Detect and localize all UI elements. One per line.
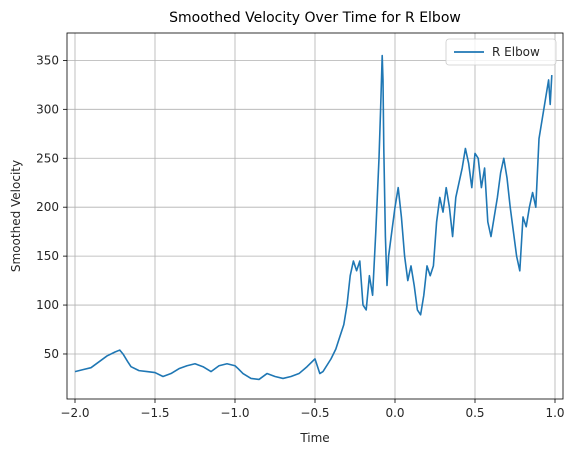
y-tick-label: 350 <box>36 53 59 67</box>
y-tick-label: 50 <box>44 347 59 361</box>
y-axis-label: Smoothed Velocity <box>9 160 23 272</box>
series-layer <box>74 54 553 381</box>
x-tick-label: −1.0 <box>220 406 249 420</box>
y-tick-label: 150 <box>36 249 59 263</box>
y-tick-label: 100 <box>36 298 59 312</box>
x-tick-label: −0.5 <box>300 406 329 420</box>
y-axis-ticks: 50 100 150 200 250 300 350 <box>36 53 67 361</box>
x-tick-label: 0.5 <box>465 406 484 420</box>
grid <box>67 33 563 399</box>
y-tick-label: 200 <box>36 200 59 214</box>
x-axis-ticks: −2.0 −1.5 −1.0 −0.5 0.0 0.5 1.0 <box>60 399 565 420</box>
y-tick-label: 300 <box>36 102 59 116</box>
x-tick-label: 0.0 <box>385 406 404 420</box>
x-axis-label: Time <box>299 431 329 445</box>
chart-title: Smoothed Velocity Over Time for R Elbow <box>169 10 461 26</box>
legend-box <box>445 38 557 66</box>
series-line-r-elbow <box>74 54 553 381</box>
legend-label: R Elbow <box>492 45 540 59</box>
y-tick-label: 250 <box>36 151 59 165</box>
x-tick-label: 1.0 <box>545 406 564 420</box>
legend: R Elbow <box>445 38 557 66</box>
x-tick-label: −1.5 <box>140 406 169 420</box>
x-tick-label: −2.0 <box>60 406 89 420</box>
